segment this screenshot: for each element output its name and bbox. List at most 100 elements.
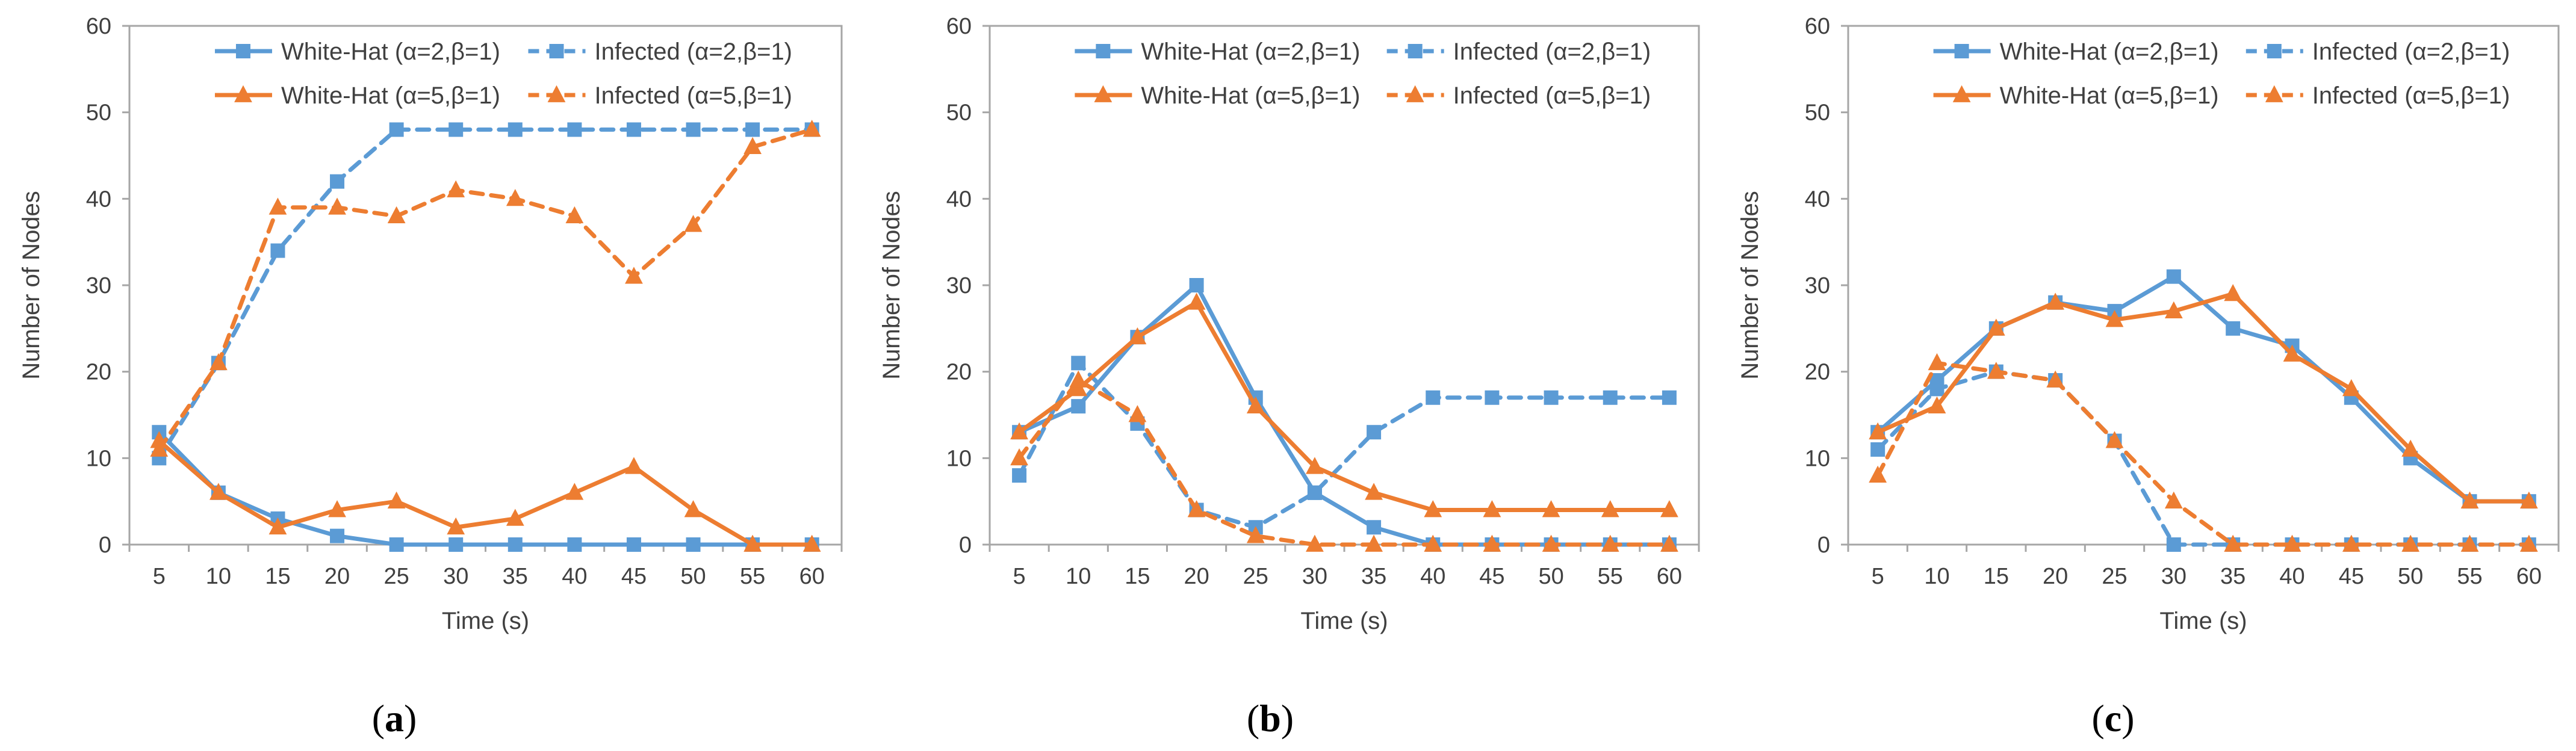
legend-entry: Infected (α=5,β=1)	[1386, 82, 1651, 109]
panel-label-close: )	[1281, 697, 1294, 740]
x-tick-label: 50	[1538, 564, 1563, 589]
data-point	[1928, 396, 1946, 414]
data-point	[1365, 483, 1383, 500]
data-point	[1601, 534, 1619, 552]
data-point	[507, 537, 523, 552]
data-point	[1485, 390, 1500, 405]
series-line	[1875, 291, 2531, 504]
data-point	[745, 122, 760, 137]
panel-label: (a)	[372, 697, 417, 740]
panel-label-open: (	[372, 697, 385, 740]
data-point	[387, 491, 406, 509]
legend-label: White-Hat (α=5,β=1)	[281, 82, 500, 109]
series-line	[157, 127, 815, 460]
y-tick-label: 30	[1805, 273, 1830, 298]
series-line	[1017, 300, 1672, 513]
x-tick-label: 55	[1598, 564, 1623, 589]
x-tick-label: 40	[2279, 564, 2304, 589]
data-point	[1069, 370, 1088, 388]
legend-entry: Infected (α=5,β=1)	[2245, 82, 2510, 109]
series-infected-orange	[1010, 370, 1678, 552]
x-tick-label: 30	[2161, 564, 2186, 589]
data-point	[448, 122, 464, 137]
data-point	[1306, 457, 1324, 474]
data-point	[1483, 534, 1501, 552]
x-tick-label: 55	[2457, 564, 2482, 589]
series-white-hat-orange	[150, 431, 821, 552]
legend-label: White-Hat (α=2,β=1)	[281, 39, 500, 65]
legend-entry: Infected (α=2,β=1)	[2245, 39, 2510, 65]
data-point	[209, 483, 228, 500]
x-tick-label: 40	[562, 564, 587, 589]
data-point	[743, 534, 762, 552]
data-point	[2519, 534, 2538, 552]
x-tick-label: 10	[206, 564, 231, 589]
series-infected-blue	[152, 122, 819, 466]
legend-marker	[549, 44, 564, 58]
data-point	[1306, 534, 1324, 552]
data-point	[1870, 442, 1885, 457]
data-point	[2342, 534, 2360, 552]
data-point	[1012, 468, 1027, 483]
series-line	[1875, 360, 2531, 547]
data-point	[1987, 318, 2005, 336]
data-point	[2283, 534, 2301, 552]
legend-marker	[2267, 44, 2282, 58]
data-point	[270, 243, 285, 258]
series-white-hat-orange	[1010, 292, 1678, 518]
x-tick-label: 10	[1066, 564, 1091, 589]
y-tick-label: 0	[99, 533, 111, 558]
data-point	[387, 206, 406, 223]
x-tick-label: 40	[1420, 564, 1445, 589]
series-line	[1017, 378, 1672, 547]
data-point	[1069, 379, 1088, 397]
x-tick-label: 30	[443, 564, 468, 589]
legend-marker	[1406, 85, 1424, 102]
x-tick-label: 5	[1872, 564, 1884, 589]
x-tick-label: 20	[2043, 564, 2068, 589]
legend-entry: White-Hat (α=2,β=1)	[1075, 39, 1360, 65]
data-point	[625, 267, 643, 284]
data-point	[2105, 431, 2124, 448]
y-tick-label: 40	[1805, 187, 1830, 212]
data-point	[2224, 534, 2242, 552]
series-white-hat-orange	[1869, 283, 2538, 509]
x-tick-label: 20	[324, 564, 350, 589]
data-point	[567, 122, 582, 137]
x-tick-label: 5	[1013, 564, 1026, 589]
x-tick-label: 15	[1125, 564, 1150, 589]
x-tick-label: 35	[2220, 564, 2245, 589]
legend-marker	[235, 44, 250, 58]
data-point	[328, 197, 346, 215]
x-tick-label: 5	[153, 564, 166, 589]
legend-entry: Infected (α=2,β=1)	[1386, 39, 1651, 65]
x-tick-label: 35	[503, 564, 528, 589]
data-point	[1929, 382, 1944, 397]
data-point	[626, 122, 641, 137]
x-tick-label: 25	[383, 564, 409, 589]
data-point	[1365, 534, 1383, 552]
chart-panel-a: 0 10 20 30 40 50 60 5 10 15 20 25 30 35 40 45 50 55 60 Time…	[18, 14, 843, 740]
data-point	[686, 122, 701, 137]
data-point	[1424, 534, 1442, 552]
data-point	[1187, 500, 1206, 518]
data-point	[1660, 500, 1678, 518]
legend-label: White-Hat (α=5,β=1)	[2000, 82, 2219, 109]
data-point	[1426, 390, 1441, 405]
data-point	[328, 500, 346, 518]
series-infected-orange	[150, 120, 821, 457]
y-tick-label: 60	[86, 14, 111, 39]
panel-label-letter: c	[2105, 697, 2121, 740]
data-point	[2164, 491, 2183, 509]
y-tick-label: 30	[946, 273, 972, 298]
legend-entry: White-Hat (α=2,β=1)	[214, 39, 500, 65]
y-tick-label: 0	[1817, 533, 1830, 558]
x-tick-label: 45	[2339, 564, 2364, 589]
data-point	[2226, 321, 2241, 336]
y-tick-label: 60	[1805, 14, 1830, 39]
y-axis-title: Number of Nodes	[1737, 191, 1763, 379]
y-tick-label: 40	[86, 187, 111, 212]
data-point	[1542, 534, 1560, 552]
x-tick-label: 15	[1984, 564, 2009, 589]
x-tick-label: 25	[2102, 564, 2127, 589]
